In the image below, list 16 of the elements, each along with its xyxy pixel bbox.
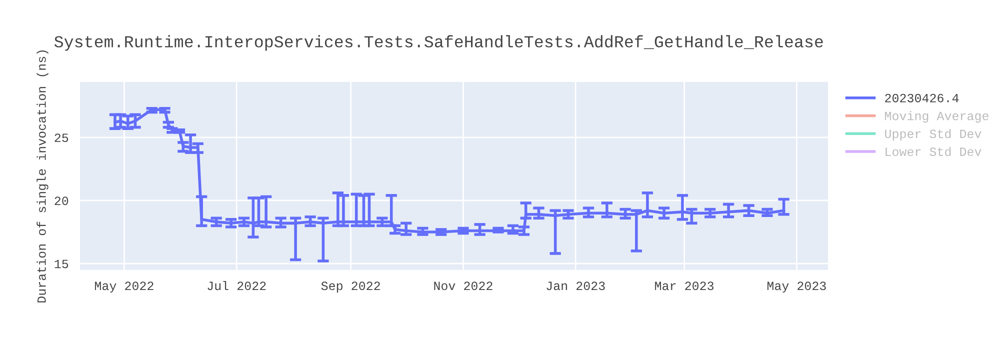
y-tick-label: 20	[54, 196, 68, 206]
x-tick-label: Jan 2023	[546, 282, 605, 290]
y-axis-title: Duration of single invocation (ns)	[36, 50, 48, 302]
legend-label: Moving Average	[885, 111, 988, 123]
legend-label: Upper Std Dev	[885, 128, 982, 141]
x-tick-label: Sep 2022	[321, 282, 380, 293]
y-tick-label: 25	[54, 134, 68, 142]
y-tick-label: 15	[54, 260, 68, 268]
legend-label: 20230426.4	[885, 94, 959, 102]
x-tick-label: Jul 2022	[208, 280, 266, 290]
x-tick-label: Mar 2023	[655, 282, 714, 290]
x-tick-label: Nov 2022	[434, 282, 492, 290]
x-tick-label: May 2023	[767, 282, 826, 293]
legend-label: Lower Std Dev	[886, 146, 982, 156]
chart-title: System.Runtime.InteropServices.Tests.SafeHandleTests.AddRef_GetHandle_Release	[54, 35, 823, 51]
x-tick-label: May 2022	[94, 282, 154, 293]
